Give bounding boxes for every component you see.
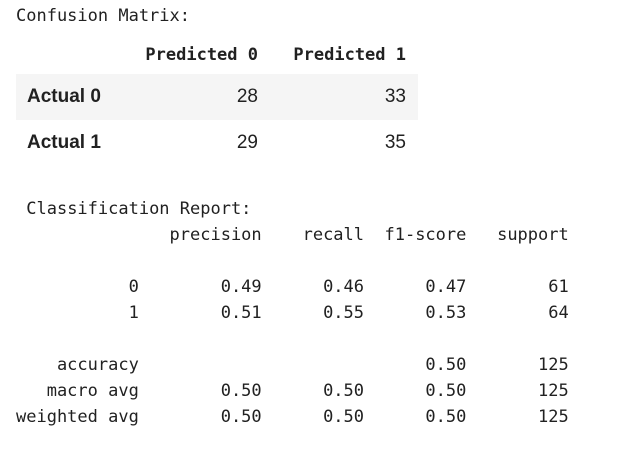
report-f1-score: 0.50 xyxy=(364,381,467,401)
report-support: 61 xyxy=(466,277,569,297)
report-column-header-precision: precision xyxy=(138,225,262,245)
report-column-header-support: support xyxy=(466,225,569,245)
table-row: Actual 1 29 35 xyxy=(16,120,418,166)
report-precision: 0.49 xyxy=(138,277,262,297)
table-row: Actual 0 28 33 xyxy=(16,74,418,120)
cell-value: 33 xyxy=(258,74,418,120)
report-recall xyxy=(262,355,364,375)
cell-value: 35 xyxy=(384,132,406,153)
report-recall: 0.50 xyxy=(261,407,365,427)
row-label-actual-0: Actual 0 xyxy=(16,74,128,120)
report-class-row-label: 1 xyxy=(16,303,139,323)
classification-report: Classification Report: precision recall … xyxy=(16,196,569,430)
report-summary-row-label: weighted avg xyxy=(16,407,139,427)
column-header-predicted-0: Predicted 0 xyxy=(145,45,258,65)
report-precision: 0.50 xyxy=(138,381,262,401)
report-summary-row-label: macro avg xyxy=(16,381,139,401)
classification-report-title: Classification Report: xyxy=(26,199,252,219)
confusion-matrix-header-row: Predicted 0 Predicted 1 xyxy=(16,36,418,74)
report-precision: 0.50 xyxy=(138,407,262,427)
corner-cell xyxy=(16,36,128,74)
cell-value: 29 xyxy=(236,132,258,153)
report-f1-score: 0.47 xyxy=(364,277,467,297)
report-column-header-recall: recall xyxy=(261,225,365,245)
report-recall: 0.55 xyxy=(261,303,365,323)
row-label-actual-1: Actual 1 xyxy=(27,132,101,153)
cell-value: 28 xyxy=(128,74,258,120)
report-support: 125 xyxy=(466,355,569,375)
column-header-predicted-1: Predicted 1 xyxy=(293,45,406,65)
confusion-matrix-table: Predicted 0 Predicted 1 Actual 0 28 33 A… xyxy=(16,36,418,166)
report-class-row-label: 0 xyxy=(16,277,139,297)
confusion-matrix-title: Confusion Matrix: xyxy=(16,6,190,26)
report-column-header-f1-score: f1-score xyxy=(364,225,467,245)
report-summary-row-label: accuracy xyxy=(16,355,139,375)
report-f1-score: 0.53 xyxy=(364,303,467,323)
report-precision: 0.51 xyxy=(138,303,262,323)
report-recall: 0.46 xyxy=(261,277,365,297)
report-f1-score: 0.50 xyxy=(364,355,467,375)
report-precision xyxy=(139,355,262,375)
report-recall: 0.50 xyxy=(261,381,365,401)
report-support: 64 xyxy=(466,303,569,323)
report-f1-score: 0.50 xyxy=(364,407,467,427)
report-support: 125 xyxy=(466,381,569,401)
report-support: 125 xyxy=(466,407,569,427)
